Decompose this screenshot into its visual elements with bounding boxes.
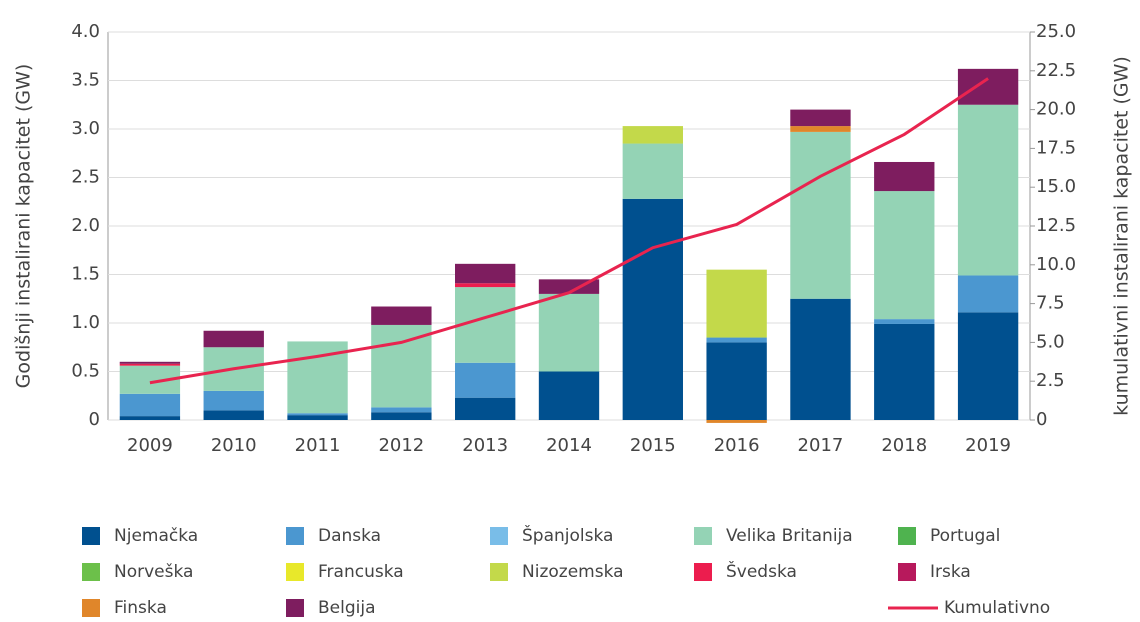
legend-swatch xyxy=(490,527,508,545)
legend-label: Velika Britanija xyxy=(726,526,853,546)
legend-swatch xyxy=(490,563,508,581)
bar-segment xyxy=(119,363,181,366)
legend-swatch xyxy=(286,563,304,581)
x-tick-label: 2010 xyxy=(211,435,257,456)
bar-segment xyxy=(706,420,767,423)
legend-label: Kumulativno xyxy=(944,598,1050,618)
bar-segment xyxy=(119,416,181,420)
bar-segment xyxy=(957,312,1019,420)
yticks-label: 4.0 xyxy=(71,21,100,42)
bar-segment xyxy=(455,283,516,288)
yticks-label: 0 xyxy=(89,409,100,430)
y2ticks-label: 17.5 xyxy=(1036,137,1076,158)
bar-segment xyxy=(287,415,348,420)
bar-segment xyxy=(119,393,181,417)
bar-segment xyxy=(455,362,516,398)
y2ticks-label: 5.0 xyxy=(1036,331,1065,352)
bar-segment xyxy=(790,109,851,127)
legend-swatch xyxy=(898,527,916,545)
x-tick-label: 2019 xyxy=(965,435,1011,456)
x-tick-label: 2012 xyxy=(378,435,424,456)
bar-segment xyxy=(455,397,516,420)
legend-swatch xyxy=(82,563,100,581)
bar-segment xyxy=(790,131,851,299)
cumulative-line xyxy=(149,77,989,385)
y2ticks-label: 7.5 xyxy=(1036,293,1065,314)
y2ticks-label: 2.5 xyxy=(1036,370,1065,391)
bar-segment xyxy=(538,293,600,372)
bar-segment xyxy=(957,68,1019,105)
y2ticks-label: 15.0 xyxy=(1036,176,1076,197)
bar-segment xyxy=(203,330,264,348)
x-tick-label: 2009 xyxy=(127,435,173,456)
x-tick-label: 2014 xyxy=(546,435,592,456)
yticks-label: 3.5 xyxy=(71,70,100,91)
bar-segment xyxy=(371,412,432,420)
bar-segment xyxy=(874,191,935,320)
bar-segment xyxy=(371,324,432,408)
y2ticks-label: 22.5 xyxy=(1036,60,1076,81)
legend-swatch xyxy=(286,527,304,545)
bar-segment xyxy=(874,323,935,420)
x-tick-label: 2013 xyxy=(462,435,508,456)
bar-segment xyxy=(455,263,516,284)
x-tick-label: 2017 xyxy=(798,435,844,456)
bar-segment xyxy=(622,143,683,199)
bar-segment xyxy=(790,126,851,132)
legend-label: Irska xyxy=(930,562,971,582)
y2ticks-label: 25.0 xyxy=(1036,21,1076,42)
legend-label: Portugal xyxy=(930,526,1000,546)
yticks-label: 0.5 xyxy=(71,361,100,382)
bar-segment xyxy=(371,407,432,413)
x-tick-label: 2011 xyxy=(295,435,341,456)
y2ticks-label: 12.5 xyxy=(1036,215,1076,236)
x-tick-label: 2016 xyxy=(714,435,760,456)
legend-label: Finska xyxy=(114,598,167,618)
bar-segment xyxy=(371,306,432,325)
legend-label: Španjolska xyxy=(522,524,613,546)
legend-swatch xyxy=(82,599,100,617)
bar-segment xyxy=(957,104,1019,276)
legend-swatch xyxy=(286,599,304,617)
legend-label: Nizozemska xyxy=(522,562,624,582)
yticks-label: 1.5 xyxy=(71,264,100,285)
legend-swatch xyxy=(694,563,712,581)
bar-segment xyxy=(874,161,935,192)
bar-segment xyxy=(119,361,181,364)
bar-segment xyxy=(706,342,767,420)
y2ticks-label: 10.0 xyxy=(1036,254,1076,275)
yticks-label: 1.0 xyxy=(71,312,100,333)
legend-label: Francuska xyxy=(318,562,404,582)
yticks-label: 2.0 xyxy=(71,215,100,236)
y2-axis-label: kumulativni instalirani kapacitet (GW) xyxy=(1111,56,1133,416)
bar-segment xyxy=(874,319,935,324)
legend-swatch xyxy=(82,527,100,545)
bar-segment xyxy=(538,371,600,420)
yticks-label: 2.5 xyxy=(71,167,100,188)
legend-label: Danska xyxy=(318,526,381,546)
legend-label: Njemačka xyxy=(114,526,198,546)
x-tick-label: 2018 xyxy=(881,435,927,456)
y2ticks-label: 20.0 xyxy=(1036,99,1076,120)
bar-segment xyxy=(287,413,348,416)
y2ticks-label: 0 xyxy=(1036,409,1047,430)
legend-swatch xyxy=(898,563,916,581)
bar-segment xyxy=(706,269,767,338)
yticks-label: 3.0 xyxy=(71,118,100,139)
bar-segment xyxy=(622,126,683,144)
x-tick-label: 2015 xyxy=(630,435,676,456)
bar-segment xyxy=(622,198,683,420)
bar-segment xyxy=(203,390,264,411)
bar-segment xyxy=(203,410,264,420)
bar-segment xyxy=(706,337,767,343)
y-axis-label: Godišnji instalirani kapacitet (GW) xyxy=(13,64,35,389)
legend-label: Belgija xyxy=(318,598,376,618)
legend-label: Švedska xyxy=(726,560,797,582)
legend-swatch xyxy=(694,527,712,545)
bar-segment xyxy=(790,298,851,420)
legend-label: Norveška xyxy=(114,562,193,582)
bar-segment xyxy=(957,275,1019,313)
